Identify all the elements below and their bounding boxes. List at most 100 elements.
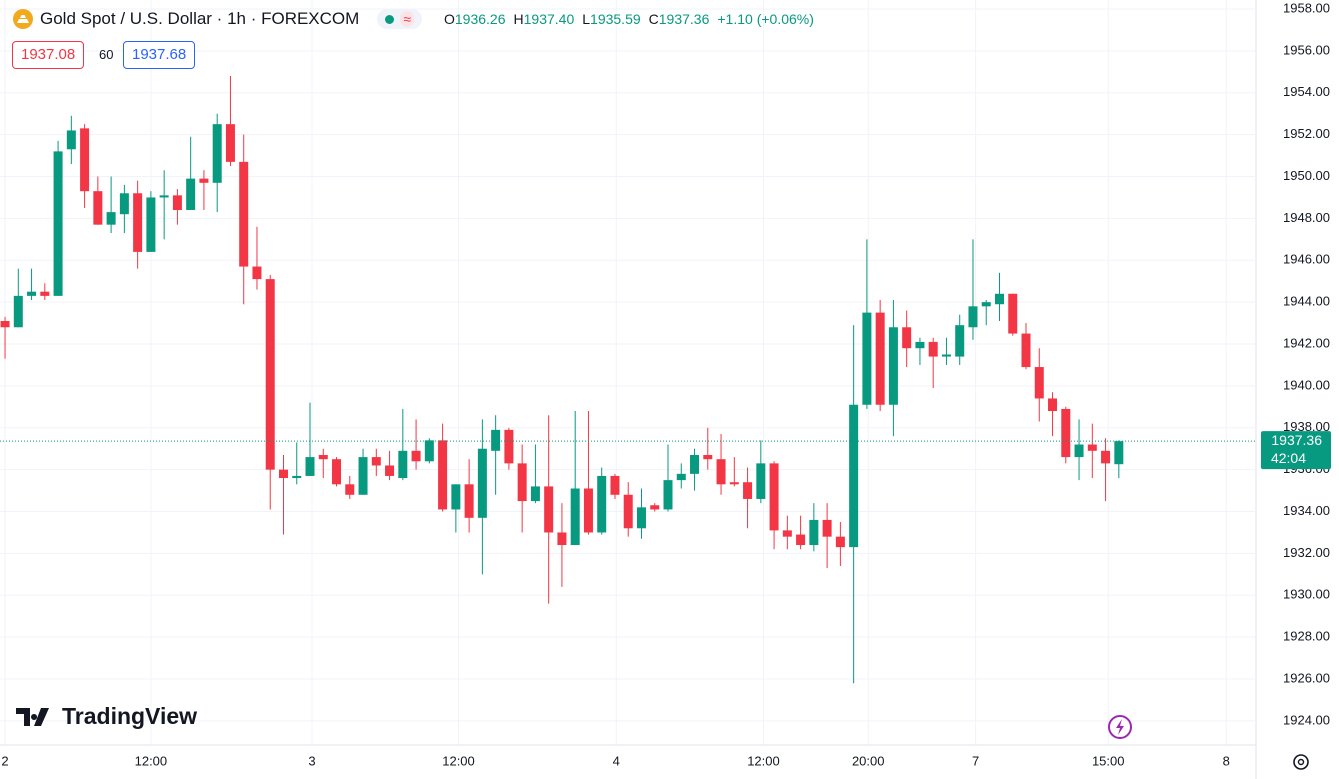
y-tick-label: 1940.00 bbox=[1283, 377, 1330, 392]
sell-button[interactable]: 1937.08 bbox=[12, 41, 85, 69]
candle-body bbox=[663, 480, 673, 510]
status-pill[interactable]: ≈ bbox=[377, 9, 422, 29]
y-tick-label: 1942.00 bbox=[1283, 335, 1330, 350]
candle-body bbox=[0, 320, 10, 328]
x-tick-label: 8 bbox=[1223, 753, 1230, 768]
candle-body bbox=[968, 306, 978, 328]
candle-body bbox=[583, 488, 593, 533]
lightning-button[interactable] bbox=[1108, 715, 1132, 739]
price-tag bbox=[1261, 431, 1331, 470]
candle-body bbox=[504, 429, 514, 464]
candle-body bbox=[888, 327, 898, 405]
candle-body bbox=[239, 161, 249, 267]
symbol-title[interactable]: Gold Spot / U.S. Dollar · 1h · FOREXCOM bbox=[40, 9, 360, 28]
candle-body bbox=[610, 475, 620, 495]
candle-body bbox=[862, 312, 872, 405]
candle-body bbox=[278, 469, 288, 479]
candle-body bbox=[1008, 293, 1018, 334]
candle-body bbox=[809, 519, 819, 546]
candle-body bbox=[438, 440, 448, 510]
y-tick-label: 1926.00 bbox=[1283, 670, 1330, 685]
candle-body bbox=[530, 486, 540, 502]
y-tick-label: 1924.00 bbox=[1283, 712, 1330, 727]
y-tick-label: 1932.00 bbox=[1283, 545, 1330, 560]
x-tick-label: 7 bbox=[972, 753, 979, 768]
candle-body bbox=[265, 279, 275, 470]
candle-body bbox=[332, 459, 342, 485]
candle-body bbox=[716, 459, 726, 485]
y-tick-label: 1952.00 bbox=[1283, 126, 1330, 141]
candle-body bbox=[902, 327, 912, 349]
candle-body bbox=[769, 463, 779, 531]
candle-body bbox=[186, 178, 196, 211]
candle-body bbox=[464, 484, 474, 518]
brand-logo: TradingView bbox=[16, 703, 197, 729]
lightning-circle[interactable] bbox=[1108, 715, 1132, 739]
candle-body bbox=[743, 482, 753, 499]
candle-body bbox=[822, 519, 832, 537]
candle-body bbox=[491, 429, 501, 451]
y-tick-label: 1934.00 bbox=[1283, 503, 1330, 518]
brand-name: TradingView bbox=[62, 703, 197, 729]
candle-body bbox=[557, 532, 567, 546]
candle-body bbox=[1087, 444, 1097, 451]
price-change: +1.10 (+0.06%) bbox=[717, 11, 814, 27]
grid bbox=[0, 0, 1255, 745]
candle-body bbox=[1048, 398, 1058, 412]
candle-body bbox=[928, 341, 938, 357]
candle-body bbox=[146, 197, 156, 252]
candle-body bbox=[53, 151, 63, 296]
candle-body bbox=[106, 212, 116, 225]
candle-body bbox=[345, 484, 355, 495]
candle-body bbox=[305, 457, 315, 476]
buy-button[interactable]: 1937.68 bbox=[123, 41, 196, 69]
y-tick-label: 1930.00 bbox=[1283, 587, 1330, 602]
candle-body bbox=[40, 291, 50, 296]
x-tick-label: 4 bbox=[613, 753, 620, 768]
candle-body bbox=[1034, 367, 1044, 399]
x-tick-label: 12:00 bbox=[747, 753, 780, 768]
candle-body bbox=[650, 505, 660, 510]
y-tick-label: 1928.00 bbox=[1283, 629, 1330, 644]
x-tick-label: 20:00 bbox=[852, 753, 885, 768]
settings-gear[interactable] bbox=[1293, 754, 1309, 770]
settings-button[interactable] bbox=[1293, 754, 1309, 770]
candle-body bbox=[981, 302, 991, 307]
settings-hub[interactable] bbox=[1297, 758, 1305, 766]
candle-body bbox=[796, 534, 806, 546]
candle-body bbox=[199, 178, 209, 183]
candle-body bbox=[729, 482, 739, 485]
candle-body bbox=[318, 454, 328, 460]
candle-body bbox=[623, 494, 633, 529]
candle-body bbox=[1074, 444, 1084, 458]
candle-body bbox=[212, 124, 222, 183]
candle-body bbox=[411, 450, 421, 462]
candle-body bbox=[835, 536, 845, 548]
candle-body bbox=[133, 193, 143, 252]
candle-body bbox=[172, 195, 182, 211]
candle-body bbox=[597, 475, 607, 533]
y-tick-label: 1946.00 bbox=[1283, 252, 1330, 267]
candle-body bbox=[1101, 450, 1111, 464]
ohlc-value: 1937.36 bbox=[658, 11, 710, 27]
candle-body bbox=[93, 191, 103, 225]
candle-body bbox=[358, 457, 368, 495]
ohlc-label: C bbox=[648, 11, 659, 27]
ohlc-label: L bbox=[582, 11, 591, 27]
x-tick-label: 3 bbox=[308, 753, 315, 768]
lightning-icon[interactable] bbox=[1116, 719, 1124, 735]
candle-body bbox=[570, 488, 580, 546]
x-tick-label: 12:00 bbox=[442, 753, 475, 768]
candle-body bbox=[66, 130, 76, 150]
logo-mark bbox=[16, 708, 49, 726]
candle-body bbox=[517, 463, 527, 502]
market-open-dot bbox=[385, 14, 395, 24]
symbol-bars bbox=[17, 15, 29, 23]
price-tag-value: 1937.36 bbox=[1271, 432, 1322, 448]
candle-body bbox=[477, 448, 487, 518]
candle-body bbox=[994, 293, 1004, 305]
candle-body bbox=[1021, 333, 1031, 368]
candle-body bbox=[27, 291, 37, 296]
ohlc-values: O1936.26 H1937.40 L1935.59 C1937.36 +1.10 (+… bbox=[444, 11, 822, 27]
candle-body bbox=[225, 124, 235, 162]
